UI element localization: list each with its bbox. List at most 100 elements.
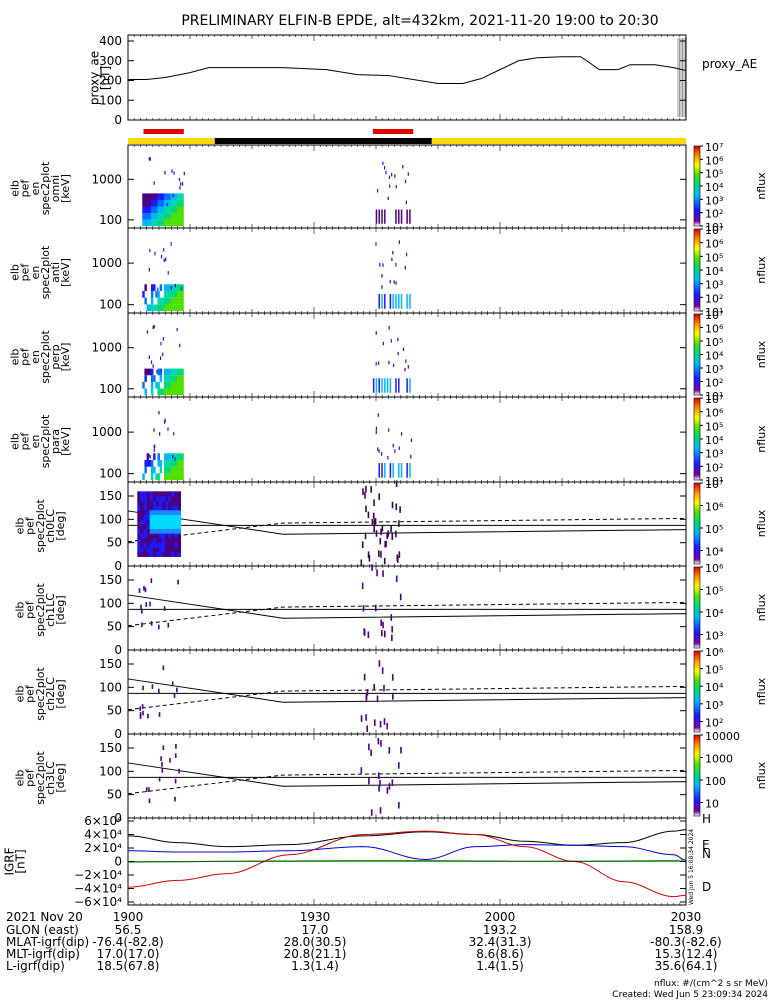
spectrogram-cell <box>142 381 145 389</box>
pitch-angle-cell <box>177 579 179 585</box>
spectrogram-cell <box>144 466 147 474</box>
spectrogram-cell <box>150 193 154 200</box>
spectrogram-ylabel-2-line: en <box>29 350 42 364</box>
spectrogram-sparse-cell <box>402 347 405 352</box>
pitch-angle-cell-zone2 <box>371 564 373 571</box>
spectrogram-sparse-cell <box>183 171 185 176</box>
spectrogram-cell <box>150 297 154 305</box>
spectrogram-cell <box>144 219 147 227</box>
pitch-angle-cell-zone2 <box>386 787 389 794</box>
pitch-angle-cell <box>171 519 175 525</box>
pitch-angle-cell <box>155 547 160 553</box>
pitch-angle-cell <box>177 547 181 553</box>
science-zone-marker <box>143 129 184 134</box>
pitch-angle-cell-zone2 <box>383 630 386 638</box>
pitch-angle-cell-zone2 <box>395 530 397 538</box>
pitch-angle-cell <box>140 542 144 548</box>
pitch-angle-cell-zone2 <box>371 519 374 526</box>
spectrogram-cell <box>181 193 184 200</box>
pitch-angle-cell <box>177 491 181 497</box>
pitch-angle-cell <box>165 500 169 506</box>
spectrogram-sparse-cell <box>146 205 148 209</box>
pitch-angle-cell <box>161 762 163 767</box>
spectrogram-cell <box>181 459 184 467</box>
spectrogram-ylabel-0-line: spec2plot <box>39 161 52 215</box>
pitch-angle-cell <box>149 601 151 607</box>
ephemeris-footer: 2021 Nov 20 1900 1930 2000 2030 GLON (ea… <box>6 910 722 973</box>
pitch-angle-cell <box>140 519 144 525</box>
pitch-ylabel-2-line: pef <box>24 684 37 703</box>
lshell-value-3: 1.4(1.5) <box>476 959 524 973</box>
spectrogram-cell <box>172 368 176 376</box>
pitch-angle-cell <box>149 528 154 534</box>
spectrogram-cell <box>153 375 156 382</box>
spectrogram-cell <box>157 453 160 460</box>
pitch-angle-cell <box>158 776 161 782</box>
igrf-tick-label: 6×10⁴ <box>84 814 122 828</box>
spectrogram-cell <box>170 375 173 382</box>
igrf-tick-label: 2×10⁴ <box>84 841 122 855</box>
spectrogram-cell <box>148 193 152 200</box>
spectrogram-cell <box>146 213 150 220</box>
spectrogram-sparse-cell <box>395 281 397 285</box>
pitch-angle-cell-zone2 <box>388 747 391 754</box>
spectrogram-cell <box>172 381 176 389</box>
spectrogram-cell-zone2 <box>381 463 383 478</box>
pitch-angle-cell <box>162 510 166 515</box>
pitch-angle-cell <box>140 538 144 543</box>
igrf-tick-label: −4×10⁴ <box>74 882 122 896</box>
pitch-angle-cell <box>159 500 163 506</box>
pitch-tick-label: 0 <box>114 727 122 741</box>
spectrogram-cell <box>176 297 180 305</box>
pitch-angle-cell <box>159 519 163 525</box>
spectrogram-cell <box>181 199 184 207</box>
pitch-angle-cell <box>162 491 166 497</box>
spectrogram-sparse-cell <box>378 449 380 453</box>
igrf-ylabel-line: [nT] <box>14 849 28 873</box>
spectrogram-ylabel-1-line: pef <box>19 263 32 282</box>
spectrogram-cell <box>179 388 182 396</box>
spectrogram-cell <box>155 193 158 200</box>
pitch-angle-cell-zone2 <box>364 532 367 540</box>
spectrogram-sparse-cell <box>163 420 166 424</box>
spectrogram-cell <box>170 459 173 467</box>
glon-value-4: 158.9 <box>669 923 703 937</box>
spectrogram-cell <box>181 466 184 474</box>
spectrogram-cell <box>176 290 180 298</box>
spectrogram-ylabel-3-line: para <box>49 429 62 454</box>
spectrogram-cell <box>159 213 163 220</box>
spectrogram-cell <box>179 297 182 305</box>
proxy-ae-ylabel-line: [nT] <box>99 66 113 90</box>
colorbar-tick-label: 10⁶ <box>705 501 724 514</box>
mlt-value-4: 15.3(12.4) <box>655 947 718 961</box>
spectrogram-cell <box>150 375 154 382</box>
pitch-angle-cell <box>145 787 148 792</box>
pitch-angle-cell <box>141 704 144 709</box>
spectrogram-cell <box>176 206 180 214</box>
spectrogram-cell-zone2 <box>392 294 394 309</box>
pitch-angle-cell <box>168 505 172 511</box>
spectrogram-ylabel-2-line: [keV] <box>59 343 72 372</box>
pitch-angle-cell <box>174 491 178 497</box>
pitch-ylabel-2-line: spec2plot <box>34 667 47 721</box>
spectrogram-cell <box>166 297 169 305</box>
proxy-ae-line <box>128 56 687 84</box>
pitch-angle-cell <box>152 519 157 525</box>
pitch-angle-cell-zone2 <box>395 575 398 583</box>
spectrogram-cell <box>168 290 171 298</box>
spectrogram-sparse-cell <box>159 432 161 436</box>
pitch-angle-cell-zone2 <box>399 593 402 601</box>
spectrogram-cell <box>166 193 169 200</box>
spectrogram-cell <box>172 199 176 207</box>
pitch-angle-cell <box>161 768 164 773</box>
pitch-angle-cell <box>159 538 163 543</box>
pitch-angle-cell <box>137 547 141 553</box>
spectrogram-cell <box>159 199 163 207</box>
colorbar-tick-label: 10⁴ <box>705 265 724 278</box>
spectrogram-cell <box>163 381 167 389</box>
spectrogram-cell <box>161 219 165 227</box>
pitch-angle-cell <box>146 538 150 543</box>
spectrogram-cell <box>176 199 180 207</box>
colorbar-tick-label: 10² <box>705 461 723 474</box>
